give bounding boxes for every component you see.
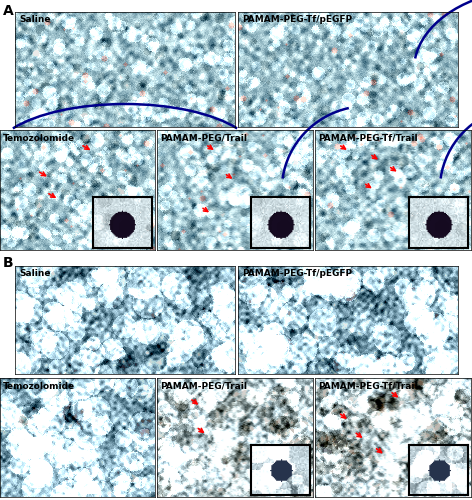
Text: A: A <box>3 4 14 18</box>
Text: Temozolomide: Temozolomide <box>3 134 75 142</box>
Text: B: B <box>3 256 14 270</box>
Text: PAMAM-PEG/Trail: PAMAM-PEG/Trail <box>160 382 247 390</box>
Text: Saline: Saline <box>19 269 51 278</box>
Text: PAMAM-PEG-Tf/Trail: PAMAM-PEG-Tf/Trail <box>318 382 418 390</box>
Text: PAMAM-PEG-Tf/pEGFP: PAMAM-PEG-Tf/pEGFP <box>243 16 353 24</box>
Text: PAMAM-PEG-Tf/Trail: PAMAM-PEG-Tf/Trail <box>318 134 418 142</box>
Text: Temozolomide: Temozolomide <box>3 382 75 390</box>
Text: PAMAM-PEG-Tf/pEGFP: PAMAM-PEG-Tf/pEGFP <box>243 269 353 278</box>
Text: PAMAM-PEG/Trail: PAMAM-PEG/Trail <box>160 134 247 142</box>
Text: Saline: Saline <box>19 16 51 24</box>
